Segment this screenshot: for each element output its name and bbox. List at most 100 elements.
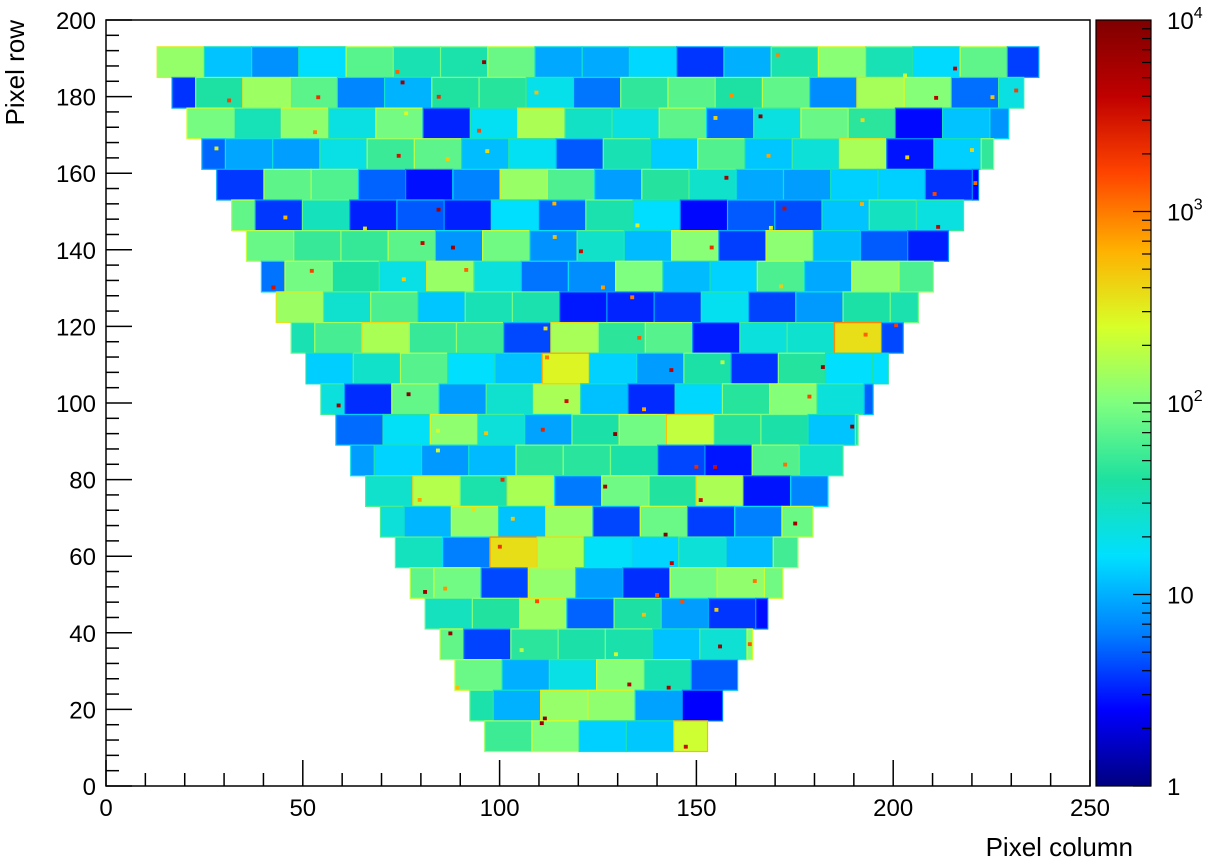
heatmap-cell [734,505,783,538]
heatmap-cell [690,659,739,691]
hot-pixel [485,149,490,154]
heatmap-cell [305,352,354,385]
colorbar-tick-label: 10 [1167,583,1194,610]
heatmap-cell [156,46,205,79]
heatmap-cell [648,475,697,508]
heatmap-cell [365,475,414,508]
y-axis-title: Pixel row [0,20,30,126]
heatmap-cell [454,659,503,691]
heatmap-cell [912,46,961,79]
heatmap-cell [812,230,862,262]
heatmap-cell [601,475,650,508]
heatmap-cell [686,505,736,538]
heatmap-cell [709,260,758,293]
heatmap-cell [413,138,463,170]
heatmap-cell [763,567,784,599]
heatmap-cell [692,321,741,354]
heatmap-cell [604,628,654,661]
heatmap-cell [471,597,521,630]
hot-pixel [482,60,487,65]
heatmap-cell [817,46,867,79]
heatmap-cell [872,352,889,385]
hot-pixel [448,631,453,636]
heatmap-cell [781,505,814,538]
heatmap-cell [340,230,389,262]
heatmap-cell [795,291,844,324]
heatmap-cell [632,199,681,232]
hot-pixel [953,66,957,71]
heatmap-cell [442,536,491,569]
hot-pixel [642,407,647,412]
heatmap-cell [777,352,827,385]
heatmap-cell [473,260,522,293]
heatmap-cell [392,46,442,79]
heatmap-cell [611,107,660,140]
colorbar-tick-label: 103 [1167,197,1203,227]
heatmap-cell [578,720,628,753]
heatmap-cell [658,107,708,140]
hot-pixel [271,285,276,290]
hot-pixel [720,360,725,365]
heatmap-cell [592,505,641,538]
hot-pixel [747,642,752,647]
heatmap-cell [574,567,624,599]
heatmap-cell [868,199,918,232]
heatmap-cell [657,444,706,477]
hot-pixel [903,73,907,78]
hot-pixel [630,295,635,300]
heatmap-cell [704,444,753,477]
heatmap-cell [886,138,935,170]
heatmap-cell [409,567,435,599]
heatmap-cell [726,199,776,232]
hot-pixel [641,612,646,617]
heatmap-cell [705,107,755,140]
hot-pixel [395,70,400,74]
hot-pixel [336,403,341,408]
heatmap-cell [370,291,419,324]
x-tick-label: 200 [873,795,913,822]
hot-pixel [698,498,703,502]
heatmap-cell [280,107,330,140]
heatmap-cell [203,46,253,79]
hot-pixel [613,432,618,436]
hot-pixel [534,90,539,95]
heatmap-cell [572,76,622,109]
heatmap-cell [417,291,466,324]
y-tick-label: 80 [69,468,96,495]
heatmap-cell [679,199,729,232]
heatmap-cell [660,597,710,630]
hot-pixel [552,201,557,206]
heatmap-cell [452,168,501,201]
heatmap-cell [469,689,495,722]
heatmap-cell [469,107,519,140]
heatmap-cell [707,597,757,630]
heatmap-cell [320,383,346,416]
heatmap-cell [550,321,599,354]
heatmap-cell [310,168,360,201]
heatmap-cell [497,505,547,538]
heatmap-cell [739,321,788,354]
heatmap-cell [676,46,725,79]
hot-pixel [766,153,771,158]
heatmap-cell [713,413,762,446]
heatmap-cell [424,597,473,630]
heatmap-cell [903,76,952,109]
hot-pixel [435,448,440,453]
heatmap-cell [851,260,900,293]
heatmap-cell [322,291,372,324]
heatmap-cell [674,383,724,416]
heatmap-cell [463,628,512,661]
heatmap-cell [587,689,636,722]
heatmap-cell [434,230,484,262]
heatmap-cell [889,291,919,324]
heatmap-cell [769,383,818,416]
hot-pixel [1014,88,1019,93]
heatmap-cell [487,46,536,79]
y-tick-label: 40 [69,621,96,648]
heatmap-cell [525,76,575,109]
hot-pixel [758,114,763,119]
hot-pixel [396,153,401,158]
heatmap-cell [426,260,475,293]
hot-pixel [663,532,668,537]
